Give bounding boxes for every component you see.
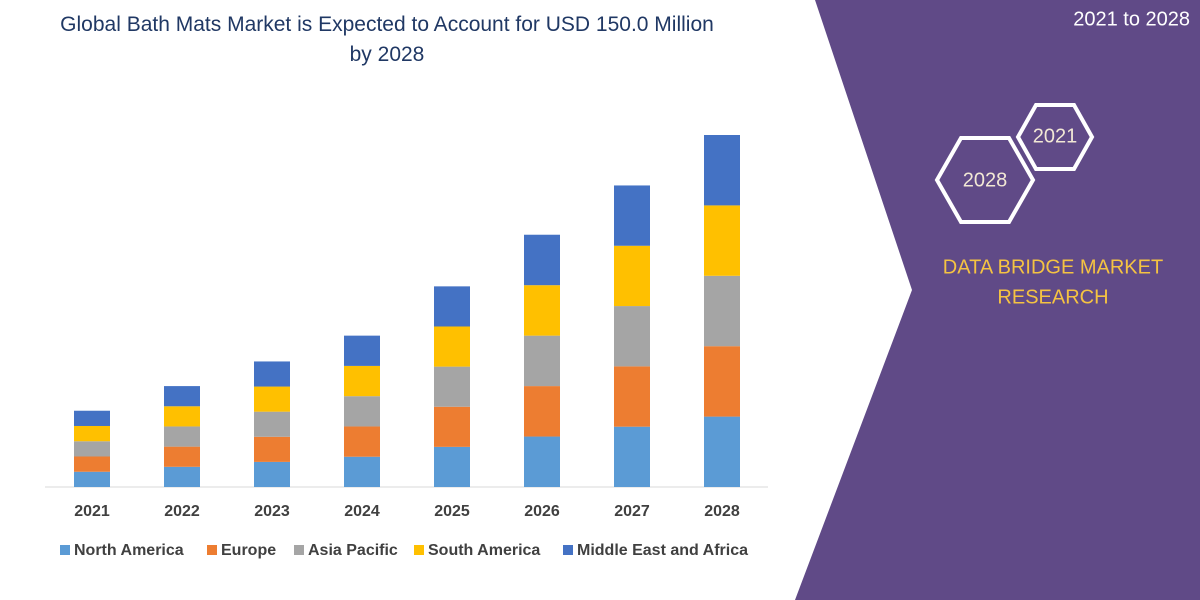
bar-segment xyxy=(254,361,290,387)
bar-segment xyxy=(704,275,740,347)
bar-segment xyxy=(254,436,290,462)
bar-segment xyxy=(344,335,380,366)
bar-segment xyxy=(524,386,560,437)
bar-segment xyxy=(434,406,470,447)
bar-segment xyxy=(614,426,650,487)
bar-segment xyxy=(74,425,110,442)
bar-segment xyxy=(74,441,110,457)
legend-label: North America xyxy=(74,542,184,559)
legend-swatch xyxy=(294,545,304,555)
bar-segment xyxy=(164,386,200,407)
bar-segment xyxy=(704,135,740,206)
bar-segment xyxy=(254,411,290,437)
bar-segment xyxy=(524,436,560,487)
bar-segment xyxy=(434,446,470,487)
bar-segment xyxy=(614,185,650,246)
bar-segment xyxy=(434,366,470,407)
legend-swatch xyxy=(60,545,70,555)
hexagon-label: 2021 xyxy=(1033,125,1078,147)
legend-label: Asia Pacific xyxy=(308,542,398,559)
x-tick-label: 2026 xyxy=(524,503,560,520)
x-tick-label: 2028 xyxy=(704,503,740,520)
legend-label: South America xyxy=(428,542,540,559)
x-tick-label: 2021 xyxy=(74,503,110,520)
x-tick-label: 2022 xyxy=(164,503,200,520)
bar-segment xyxy=(164,446,200,467)
bar-segment xyxy=(164,406,200,427)
bar-segment xyxy=(164,466,200,487)
bar-segment xyxy=(434,286,470,327)
bar-segment xyxy=(434,326,470,367)
hexagon xyxy=(934,136,1036,224)
bar-segment xyxy=(614,366,650,427)
bar-segment xyxy=(74,410,110,426)
bar-segment xyxy=(524,285,560,336)
legend-label: Europe xyxy=(221,542,276,559)
legend-swatch xyxy=(563,545,573,555)
bar-segment xyxy=(344,365,380,397)
bar-segment xyxy=(704,346,740,417)
x-tick-label: 2027 xyxy=(614,503,650,520)
bar-segment xyxy=(344,426,380,457)
legend-swatch xyxy=(414,545,424,555)
bar-segment xyxy=(344,396,380,427)
bar-segment xyxy=(524,234,560,286)
x-tick-label: 2024 xyxy=(344,503,380,520)
bar-segment xyxy=(254,461,290,487)
brand: RESEARCH xyxy=(997,286,1108,308)
bar-segment xyxy=(74,456,110,472)
hexagon xyxy=(1015,103,1095,171)
period: 2021 to 2028 xyxy=(1073,8,1190,30)
bar-segment xyxy=(524,335,560,387)
hexagon-label: 2028 xyxy=(963,169,1008,191)
bar-segment xyxy=(704,416,740,487)
bar-segment xyxy=(344,456,380,487)
bar-segment xyxy=(614,306,650,367)
chart-title: Global Bath Mats Market is Expected to A… xyxy=(60,13,714,66)
legend-swatch xyxy=(207,545,217,555)
bar-segment xyxy=(164,426,200,447)
bar-segment xyxy=(704,205,740,276)
bar-segment xyxy=(74,471,110,487)
legend-label: Middle East and Africa xyxy=(577,542,748,559)
bar-segment xyxy=(254,386,290,412)
side-panel xyxy=(795,0,1200,600)
bar-segment xyxy=(614,245,650,307)
x-tick-label: 2023 xyxy=(254,503,290,520)
brand: DATA BRIDGE MARKET xyxy=(943,256,1163,278)
x-tick-label: 2025 xyxy=(434,503,470,520)
